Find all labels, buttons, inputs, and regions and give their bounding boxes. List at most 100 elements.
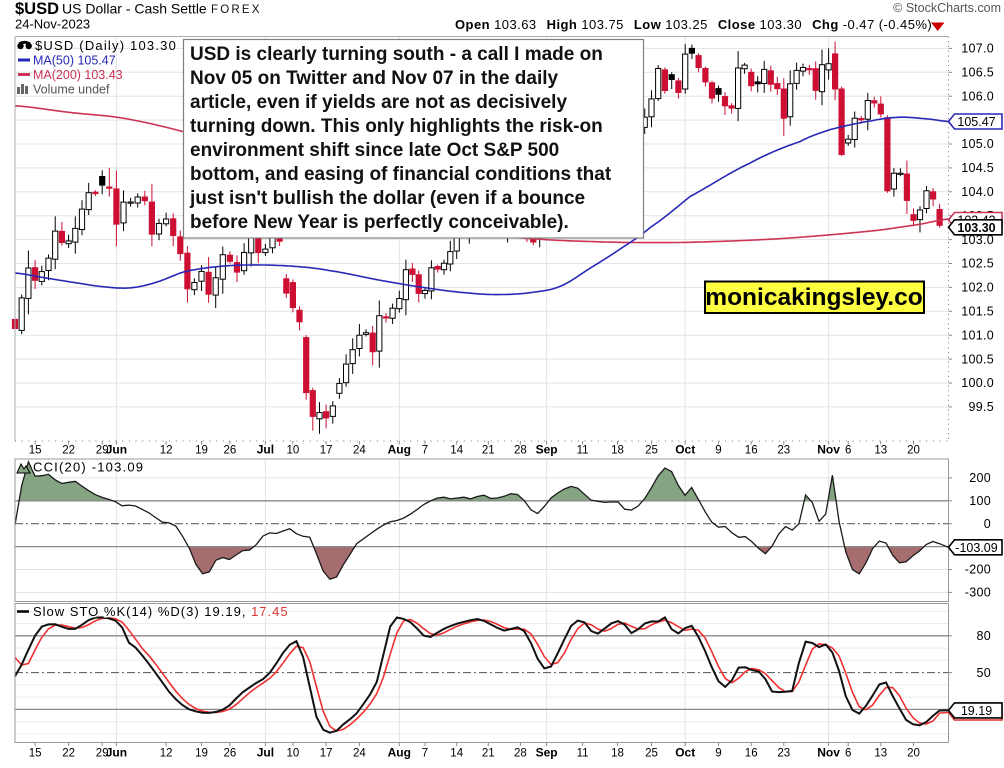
svg-text:106.0: 106.0 xyxy=(961,89,994,103)
svg-text:6: 6 xyxy=(845,445,851,457)
svg-text:200: 200 xyxy=(969,471,991,485)
svg-text:-200: -200 xyxy=(965,563,991,577)
svg-text:-300: -300 xyxy=(965,586,991,600)
svg-text:26: 26 xyxy=(224,445,237,457)
svg-text:80: 80 xyxy=(976,629,991,643)
svg-text:Nov: Nov xyxy=(817,443,840,457)
svg-text:20: 20 xyxy=(907,748,920,760)
svg-text:16: 16 xyxy=(745,748,758,760)
svg-text:Sep: Sep xyxy=(536,443,558,457)
svg-text:0: 0 xyxy=(984,517,991,531)
svg-text:Volume undef: Volume undef xyxy=(33,83,110,97)
svg-text:© StockCharts.com: © StockCharts.com xyxy=(893,1,1001,15)
svg-text:11: 11 xyxy=(577,748,589,760)
svg-text:19.19: 19.19 xyxy=(961,704,992,718)
svg-text:18: 18 xyxy=(611,445,624,457)
svg-text:105.47: 105.47 xyxy=(957,115,995,129)
svg-text:turning down. This only highli: turning down. This only highlights the r… xyxy=(190,116,603,137)
svg-text:6: 6 xyxy=(845,748,851,760)
svg-text:102.5: 102.5 xyxy=(961,257,994,271)
svg-text:Aug: Aug xyxy=(388,443,411,457)
svg-text:CCI(20) -103.09: CCI(20) -103.09 xyxy=(33,460,144,475)
svg-text:before New Year is perfectly c: before New Year is perfectly conceivable… xyxy=(190,212,569,233)
svg-text:17: 17 xyxy=(320,748,333,760)
svg-text:USD is clearly turning south -: USD is clearly turning south - a call I … xyxy=(190,44,603,65)
svg-text:23: 23 xyxy=(777,748,790,760)
svg-text:21: 21 xyxy=(482,748,495,760)
svg-text:Aug: Aug xyxy=(388,746,411,760)
svg-text:17: 17 xyxy=(320,445,333,457)
svg-text:20: 20 xyxy=(907,445,920,457)
svg-text:28: 28 xyxy=(514,445,527,457)
svg-text:10: 10 xyxy=(287,748,300,760)
svg-text:environment shift since late O: environment shift since late Oct S&P 500 xyxy=(190,140,559,161)
svg-text:9: 9 xyxy=(715,748,721,760)
svg-text:9: 9 xyxy=(715,445,721,457)
svg-text:107.0: 107.0 xyxy=(961,42,994,56)
svg-text:105.0: 105.0 xyxy=(961,137,994,151)
svg-text:104.5: 104.5 xyxy=(961,161,994,175)
svg-text:-103.09: -103.09 xyxy=(955,541,997,555)
svg-text:Jun: Jun xyxy=(106,443,127,457)
svg-text:Nov 05 on Twitter and Nov 07 i: Nov 05 on Twitter and Nov 07 in the dail… xyxy=(190,68,559,89)
svg-text:99.5: 99.5 xyxy=(968,400,994,414)
svg-text:24: 24 xyxy=(353,445,366,457)
svg-text:11: 11 xyxy=(577,445,589,457)
svg-text:US Dollar - Cash Settle: US Dollar - Cash Settle xyxy=(62,1,207,17)
svg-text:103.0: 103.0 xyxy=(961,233,994,247)
svg-text:24-Nov-2023: 24-Nov-2023 xyxy=(15,17,90,32)
svg-text:10: 10 xyxy=(287,445,300,457)
svg-text:13: 13 xyxy=(874,445,887,457)
svg-text:FOREX: FOREX xyxy=(211,4,262,16)
svg-text:103.30: 103.30 xyxy=(957,221,995,235)
svg-text:7: 7 xyxy=(422,445,428,457)
svg-text:100.5: 100.5 xyxy=(961,352,994,366)
svg-text:Slow STO %K(14) %D(3) 19.19, 1: Slow STO %K(14) %D(3) 19.19, 17.45 xyxy=(33,604,289,619)
svg-text:19: 19 xyxy=(195,748,208,760)
svg-text:Open 103.63 High 103.75 Low 10: Open 103.63 High 103.75 Low 103.25 Close… xyxy=(455,17,932,32)
svg-text:7: 7 xyxy=(422,748,428,760)
svg-text:monicakingsley.co: monicakingsley.co xyxy=(705,284,922,311)
svg-text:Sep: Sep xyxy=(536,746,558,760)
svg-text:$USD: $USD xyxy=(15,0,59,18)
svg-text:just isn't bullish the dollar: just isn't bullish the dollar (even if a… xyxy=(189,188,585,209)
svg-text:article, even if yields are no: article, even if yields are not as decis… xyxy=(190,92,567,113)
svg-text:12: 12 xyxy=(160,748,173,760)
svg-text:12: 12 xyxy=(160,445,173,457)
svg-text:100.0: 100.0 xyxy=(961,376,994,390)
svg-text:MA(50) 105.47: MA(50) 105.47 xyxy=(33,54,116,68)
svg-text:102.0: 102.0 xyxy=(961,281,994,295)
svg-text:bottom, and easing of financia: bottom, and easing of financial conditio… xyxy=(190,164,612,185)
svg-text:18: 18 xyxy=(611,748,624,760)
svg-text:15: 15 xyxy=(29,445,42,457)
svg-text:16: 16 xyxy=(745,445,758,457)
svg-text:50: 50 xyxy=(976,666,991,680)
svg-text:Nov: Nov xyxy=(817,746,840,760)
svg-text:106.5: 106.5 xyxy=(961,66,994,80)
svg-text:104.0: 104.0 xyxy=(961,185,994,199)
svg-text:Jul: Jul xyxy=(257,746,274,760)
svg-text:101.0: 101.0 xyxy=(961,328,994,342)
svg-text:22: 22 xyxy=(62,445,75,457)
svg-text:26: 26 xyxy=(224,748,237,760)
svg-text:100: 100 xyxy=(969,494,991,508)
svg-text:19: 19 xyxy=(195,445,208,457)
svg-text:29: 29 xyxy=(96,445,109,457)
svg-text:Jul: Jul xyxy=(257,443,274,457)
svg-text:14: 14 xyxy=(450,445,463,457)
svg-text:Jun: Jun xyxy=(106,746,127,760)
svg-text:MA(200) 103.43: MA(200) 103.43 xyxy=(33,68,123,82)
svg-text:24: 24 xyxy=(353,748,366,760)
svg-text:25: 25 xyxy=(645,748,658,760)
svg-text:13: 13 xyxy=(874,748,887,760)
svg-text:101.5: 101.5 xyxy=(961,305,994,319)
svg-text:28: 28 xyxy=(514,748,527,760)
svg-text:21: 21 xyxy=(482,445,495,457)
svg-text:$USD (Daily) 103.30: $USD (Daily) 103.30 xyxy=(35,38,177,53)
svg-text:29: 29 xyxy=(96,748,109,760)
svg-text:14: 14 xyxy=(450,748,463,760)
svg-text:Oct: Oct xyxy=(675,443,695,457)
svg-text:Oct: Oct xyxy=(675,746,695,760)
svg-text:15: 15 xyxy=(29,748,42,760)
svg-text:23: 23 xyxy=(777,445,790,457)
